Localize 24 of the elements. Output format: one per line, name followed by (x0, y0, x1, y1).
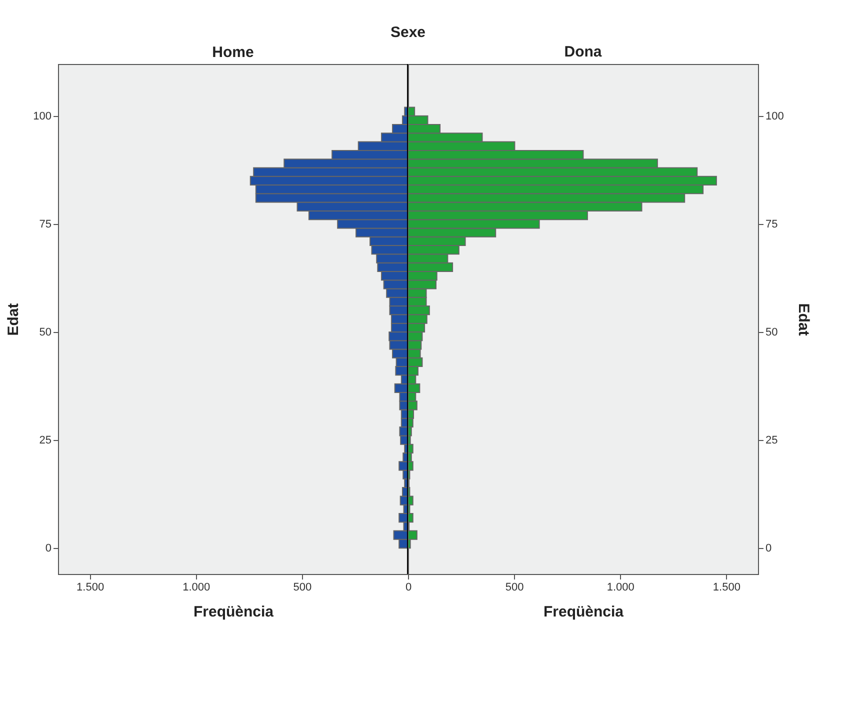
x-tick-label: 1.500 (76, 582, 104, 594)
y-axis-title: Edat (794, 303, 812, 336)
text: Sexe (390, 24, 426, 41)
chart-title: Dona (564, 44, 602, 60)
y-tick-label: 50 (766, 326, 778, 338)
x-tick-label: 500 (293, 582, 312, 594)
y-tick-label: 0 (45, 542, 52, 555)
x-tick-label: 1.500 (712, 582, 740, 594)
y-axis-title: Edat (5, 303, 22, 336)
y-tick-label: 100 (33, 110, 52, 122)
x-tick-label: 1.000 (182, 582, 210, 594)
y-tick-label: 25 (766, 434, 778, 447)
x-axis-title: Freqüència (193, 604, 274, 620)
y-tick-label: 100 (766, 110, 784, 122)
y-tick-label: 50 (39, 326, 52, 338)
y-tick-label: 75 (766, 218, 778, 230)
y-tick-label: 25 (39, 434, 52, 447)
y-tick-label: 0 (766, 542, 772, 555)
x-tick-label: 0 (405, 582, 412, 594)
x-tick-label: 500 (505, 582, 524, 594)
x-axis-title: Freqüència (543, 604, 624, 620)
y-tick-label: 75 (39, 218, 52, 230)
chart-title: Home (212, 44, 254, 61)
x-tick-label: 1.000 (606, 582, 634, 594)
